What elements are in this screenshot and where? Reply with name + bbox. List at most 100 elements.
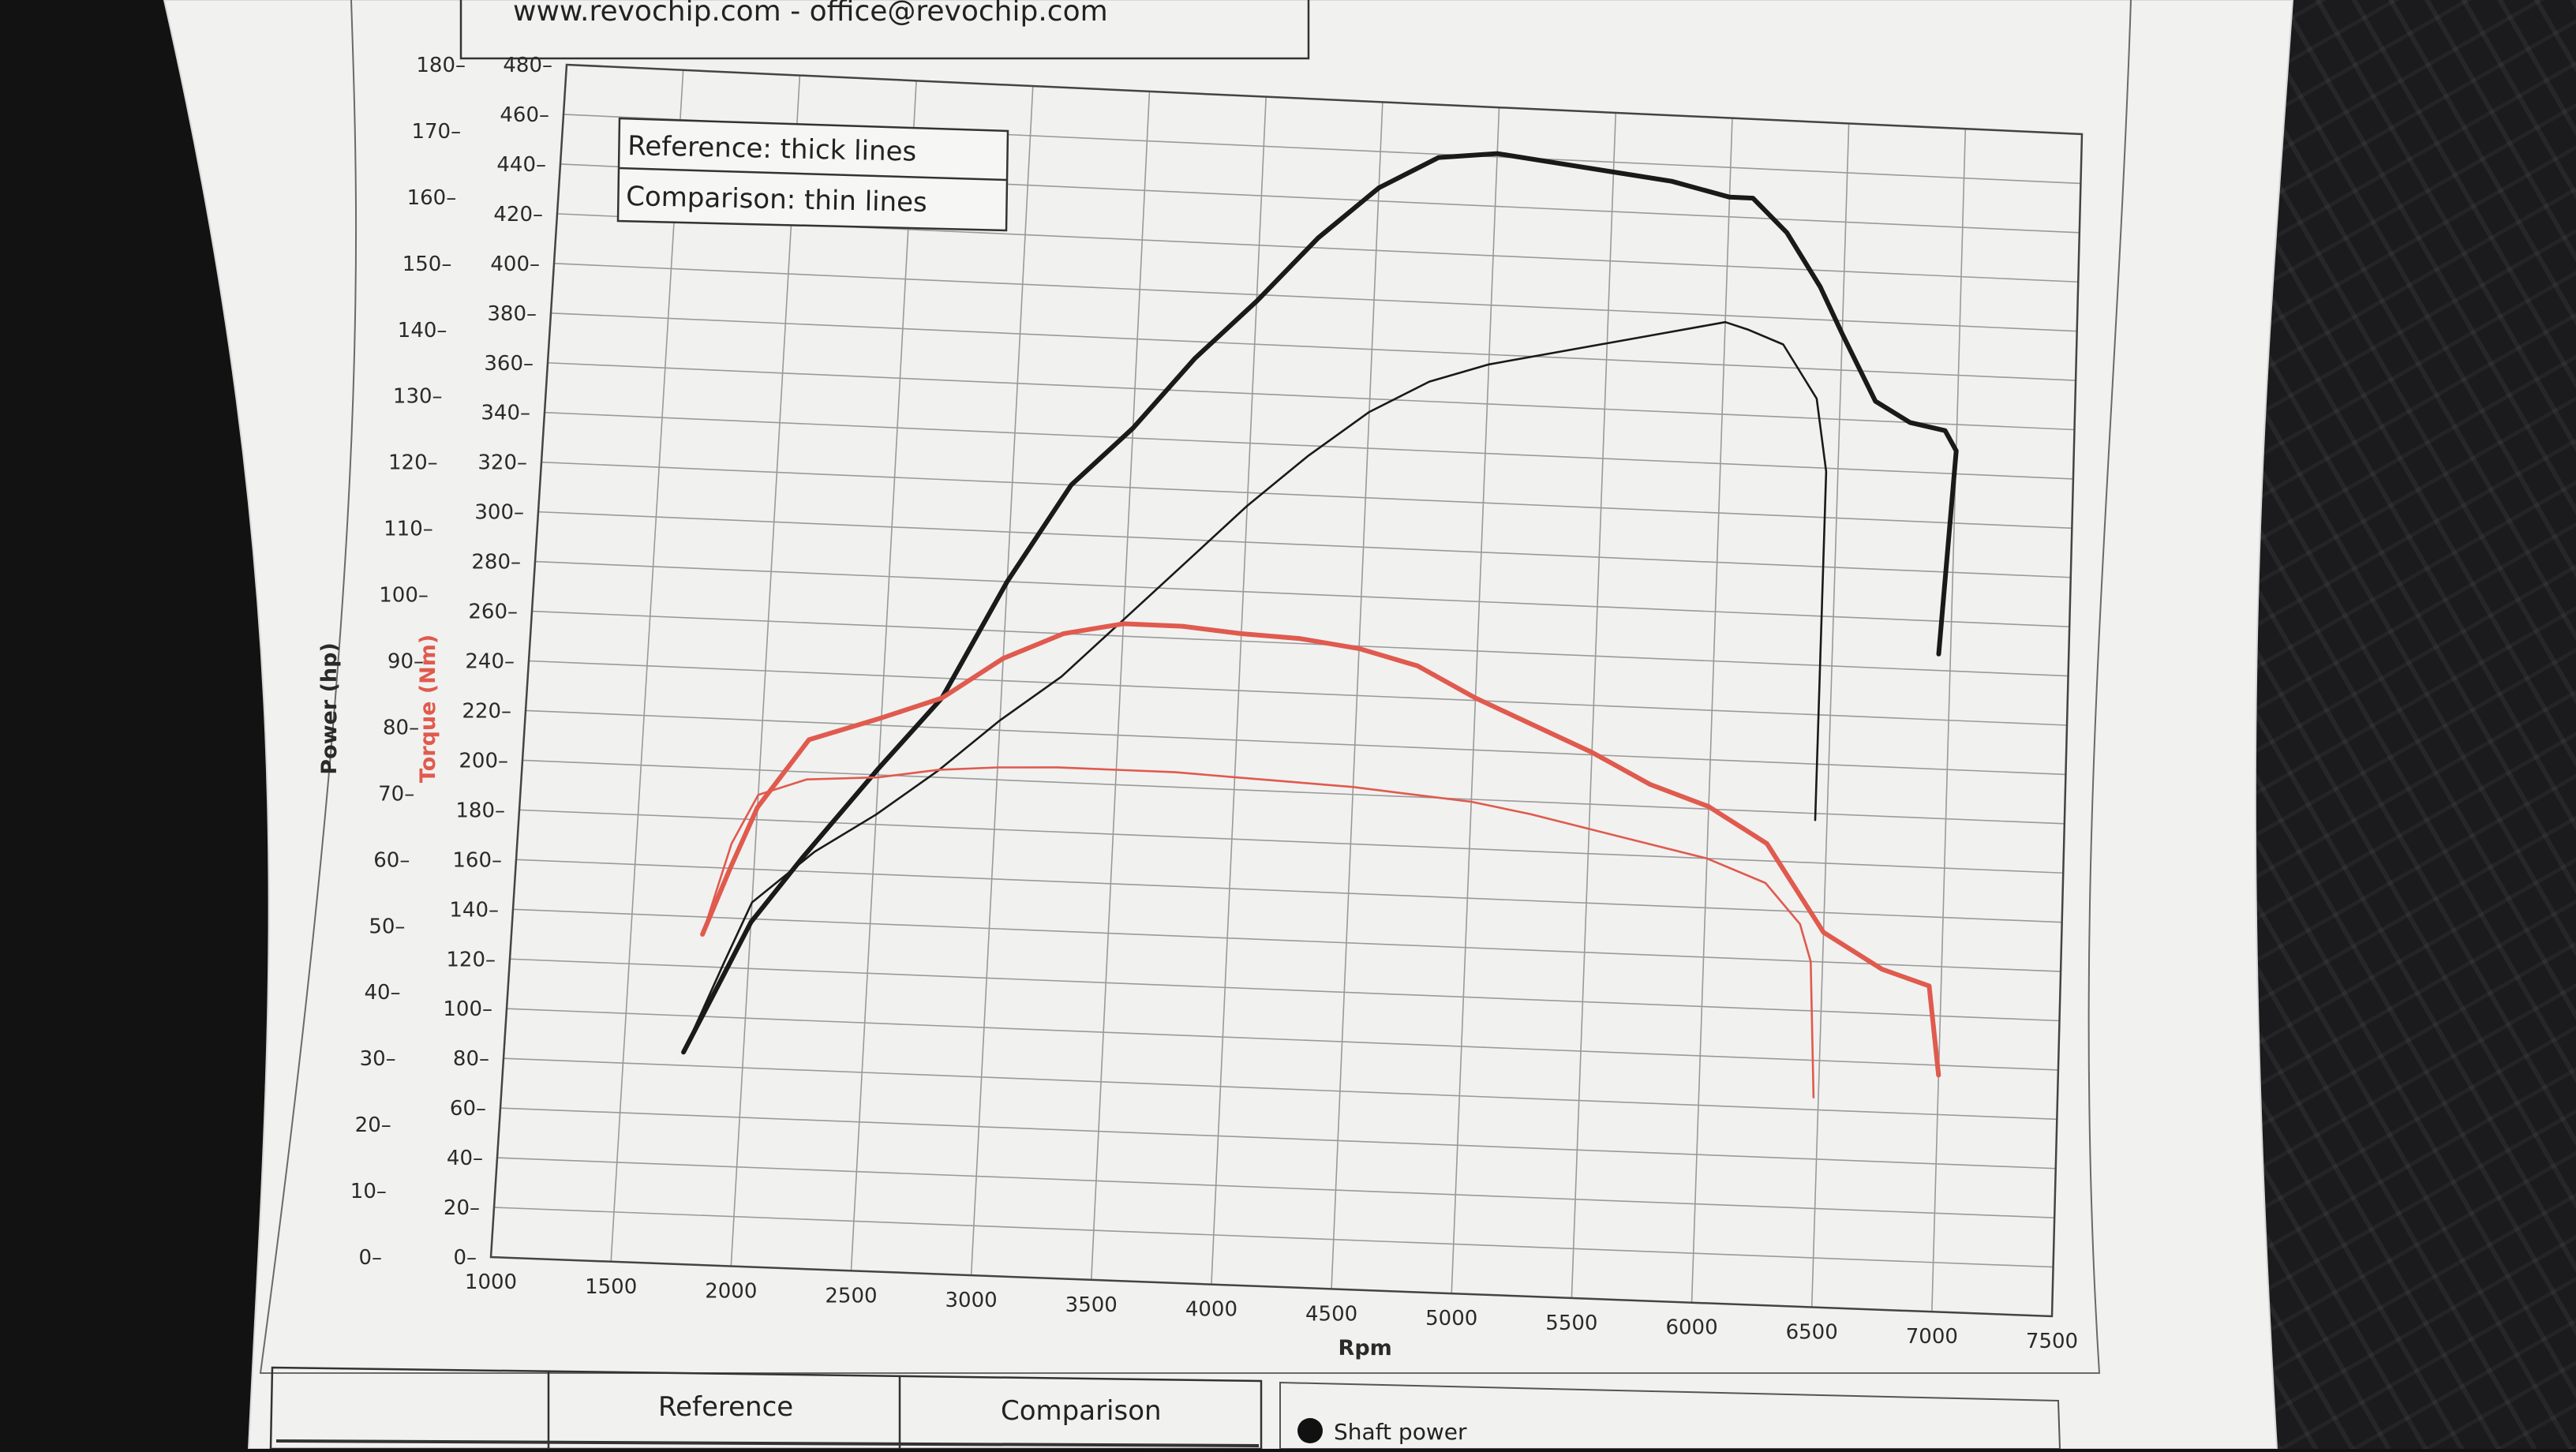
torque-tick-label: 260– [468,601,518,624]
grid-line-h [525,709,2066,776]
grid-line-h [522,759,2065,825]
torque-tick-label: 80– [453,1047,489,1071]
power-tick-label: 60– [373,848,410,872]
grid-line-h [509,958,2060,1022]
torque-tick-label: 300– [474,501,524,525]
torque-tick-label: 280– [471,551,521,574]
torque-curve-thin [701,766,1815,1098]
x-tick-label: 2000 [705,1280,757,1304]
bottom-legend: Shaft power [1279,1381,2061,1450]
torque-tick-label: 180– [455,799,505,822]
plot-area: 1000 1500 2000 2500 3000 3500 4000 4500 5000 5500… [317,54,2084,1360]
table-col-comparison: Comparison [1001,1395,1162,1427]
grid-line-v [1931,129,1967,1312]
grid-line-v [970,86,1034,1276]
power-tick-label: 30– [360,1047,396,1071]
grid-line-h [541,461,2072,530]
grid-line-v [1211,96,1267,1285]
grid-line-v [610,69,684,1262]
grid-line-h [553,263,2077,332]
torque-tick-label: 240– [465,650,515,674]
line-style-legend: Reference: thick lines Comparison: thin … [616,117,1009,232]
paper-sheet [163,0,2294,1450]
power-tick-label: 120– [388,451,438,475]
bottom-table-rule [275,1439,1260,1447]
power-tick-label: 110– [384,518,433,541]
power-tick-label: 100– [379,584,429,608]
torque-tick-label: 200– [459,749,508,773]
power-tick-label: 140– [398,319,447,342]
torque-curve-thick [700,621,1941,1078]
grid-line-h [503,1057,2057,1121]
power-tick-label: 170– [411,120,461,144]
legend-box-divider [618,167,1008,182]
power-tick-label: 150– [402,253,452,276]
x-tick-label: 4500 [1305,1302,1357,1326]
x-tick-label: 1000 [465,1270,517,1294]
grid-line-h [519,809,2064,874]
grid-line-v [1090,91,1151,1280]
x-tick-label: 7000 [1906,1325,1958,1349]
grid-line-h [528,660,2068,726]
grid-line-h [515,859,2062,923]
x-tick-label: 2500 [825,1284,877,1308]
grid-line-h [512,908,2061,972]
shaft-power-marker [1297,1418,1323,1443]
x-tick-label: 4000 [1185,1298,1237,1322]
torque-tick-label: 460– [500,103,549,127]
grid-line-h [506,1008,2058,1071]
grid-line-v [1810,123,1850,1308]
torque-tick-label: 120– [446,948,496,971]
torque-tick-label: 480– [503,54,552,77]
power-tick-label: 50– [369,915,405,938]
torque-tick-label: 0– [453,1246,477,1270]
grid-line-v [730,75,801,1267]
header-box [459,0,1310,60]
torque-tick-label: 40– [447,1147,483,1170]
x-tick-label: 5500 [1545,1312,1597,1335]
power-tick-label: 180– [416,54,466,77]
torque-tick-label: 140– [449,898,499,922]
grid-line-h [531,610,2069,677]
plot-frame [489,63,2084,1318]
x-tick-label: 6000 [1665,1316,1717,1340]
grid-line-h [544,411,2073,480]
power-tick-label: 20– [355,1113,391,1137]
header-contact-text: www.revochip.com - office@revochip.com [513,0,1108,28]
grid-line-h [500,1107,2056,1169]
power-tick-label: 130– [393,385,443,409]
power-curve-thick [681,151,1959,1055]
torque-tick-label: 380– [487,302,537,326]
torque-axis-title: Torque (Nm) [416,634,440,783]
power-tick-label: 70– [378,782,414,806]
grid-line-v [1690,118,1733,1303]
power-tick-label: 0– [358,1246,382,1270]
shaft-power-label: Shaft power [1334,1419,1467,1445]
power-tick-label: 80– [383,716,419,739]
grid-line-h [537,511,2071,578]
grid-line-h [550,312,2076,381]
torque-tick-label: 420– [493,203,543,226]
torque-tick-label: 340– [481,402,530,425]
grid-line-v [1331,102,1383,1289]
torque-tick-label: 20– [444,1196,480,1220]
table-col-reference: Reference [658,1391,793,1423]
power-curve-thin [682,320,1828,1053]
torque-tick-label: 400– [490,253,540,276]
grid-line-h [496,1157,2055,1218]
power-tick-label: 90– [388,650,424,674]
legend-comparison-label: Comparison: thin lines [626,181,927,219]
torque-tick-label: 60– [450,1097,486,1121]
x-tick-label: 5000 [1425,1307,1477,1330]
x-tick-label: 7500 [2026,1330,2078,1353]
x-axis-title: Rpm [1339,1336,1392,1360]
torque-tick-label: 100– [443,997,492,1021]
torque-tick-label: 360– [484,352,534,376]
power-tick-label: 40– [364,981,400,1005]
grid-line-h [534,560,2070,627]
page-border [259,0,2132,1374]
grid-line-h [493,1207,2054,1268]
grid-line-v [1571,112,1617,1298]
